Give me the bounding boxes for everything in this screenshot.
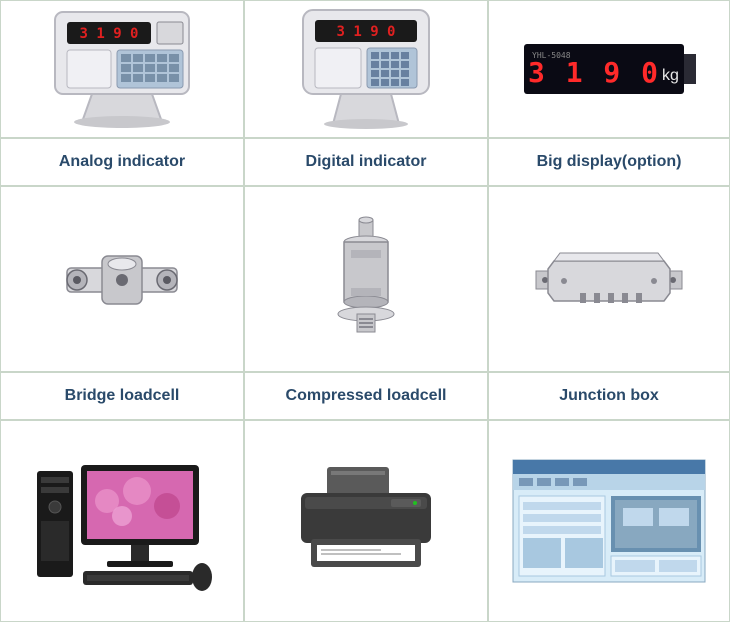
cell-printer bbox=[244, 420, 488, 622]
label-text: Digital indicator bbox=[306, 153, 427, 171]
svg-text:3 1 9 0: 3 1 9 0 bbox=[528, 56, 660, 89]
label-bridge-loadcell: Bridge loadcell bbox=[0, 372, 244, 420]
label-big-display: Big display(option) bbox=[488, 138, 730, 186]
svg-text:kg: kg bbox=[662, 67, 679, 84]
label-junction-box: Junction box bbox=[488, 372, 730, 420]
digital-indicator-icon: 3 1 9 0 bbox=[245, 1, 487, 137]
analog-indicator-icon: 3 1 9 0 bbox=[1, 1, 243, 137]
label-text: Junction box bbox=[559, 387, 659, 405]
cell-analog-indicator: 3 1 9 0 bbox=[0, 0, 244, 138]
label-text: Analog indicator bbox=[59, 153, 185, 171]
svg-text:3 1 9 0: 3 1 9 0 bbox=[336, 24, 395, 40]
cell-compressed-loadcell bbox=[244, 186, 488, 372]
label-text: Bridge loadcell bbox=[65, 387, 180, 405]
computer-icon bbox=[1, 421, 243, 621]
cell-computer bbox=[0, 420, 244, 622]
software-screenshot-icon bbox=[489, 421, 729, 621]
cell-bridge-loadcell bbox=[0, 186, 244, 372]
label-analog-indicator: Analog indicator bbox=[0, 138, 244, 186]
printer-icon bbox=[245, 421, 487, 621]
bridge-loadcell-icon bbox=[1, 187, 243, 371]
label-digital-indicator: Digital indicator bbox=[244, 138, 488, 186]
cell-digital-indicator: 3 1 9 0 bbox=[244, 0, 488, 138]
label-text: Compressed loadcell bbox=[286, 387, 447, 405]
svg-text:3 1 9 0: 3 1 9 0 bbox=[79, 26, 138, 42]
cell-big-display: YHL-5048 3 1 9 0 kg bbox=[488, 0, 730, 138]
cell-junction-box bbox=[488, 186, 730, 372]
label-compressed-loadcell: Compressed loadcell bbox=[244, 372, 488, 420]
big-display-icon: YHL-5048 3 1 9 0 kg bbox=[489, 1, 729, 137]
junction-box-icon bbox=[489, 187, 729, 371]
label-text: Big display(option) bbox=[537, 153, 682, 171]
cell-software bbox=[488, 420, 730, 622]
compressed-loadcell-icon bbox=[245, 187, 487, 371]
product-grid: 3 1 9 0 3 1 9 0 bbox=[0, 0, 730, 622]
